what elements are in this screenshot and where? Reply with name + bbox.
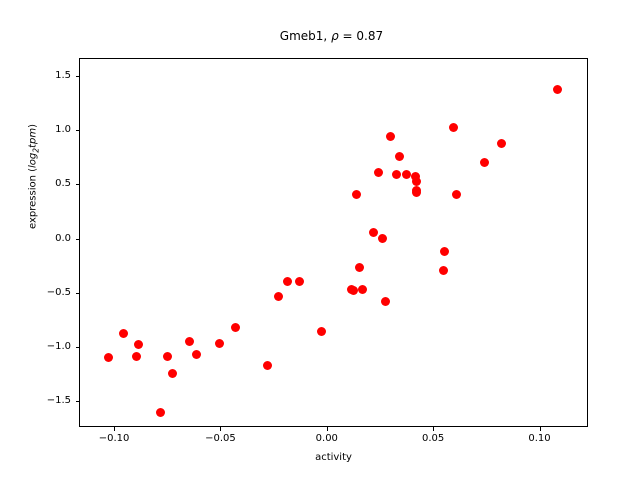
y-tick-mark	[75, 130, 79, 132]
scatter-point	[215, 339, 225, 349]
scatter-point	[283, 276, 293, 286]
y-tick-label: −0.5	[46, 286, 71, 298]
scatter-point	[412, 188, 422, 198]
y-axis-label-prefix: expression (	[27, 167, 39, 229]
y-axis-label: expression (log2tpm)	[28, 77, 41, 277]
scatter-point	[355, 262, 365, 272]
y-tick-mark	[75, 401, 79, 403]
plot-axes-area	[79, 58, 588, 427]
scatter-point	[386, 131, 396, 141]
y-tick-mark	[75, 184, 79, 186]
scatter-point	[156, 407, 166, 417]
chart-title: Gmeb1, ρ = 0.87	[0, 12, 640, 60]
y-tick-mark	[75, 76, 79, 78]
x-tick-mark	[433, 427, 435, 431]
scatter-point	[402, 170, 412, 180]
x-tick-label: 0.10	[528, 433, 551, 444]
scatter-point	[452, 189, 462, 199]
y-tick-label: 1.0	[55, 124, 71, 136]
scatter-point	[392, 169, 402, 179]
y-axis-label-sub: 2	[31, 147, 41, 153]
rho-symbol: ρ	[331, 29, 339, 43]
scatter-point	[412, 176, 422, 186]
x-tick-label: 0.00	[315, 433, 338, 444]
rho-equals: =	[338, 29, 357, 43]
rho-value: 0.87	[356, 29, 384, 43]
x-tick-mark	[326, 427, 328, 431]
scatter-point	[395, 151, 405, 161]
scatter-point	[132, 352, 142, 362]
scatter-point	[378, 233, 388, 243]
scatter-point	[440, 246, 450, 256]
x-tick-label: −0.05	[205, 433, 236, 444]
y-tick-label: −1.5	[46, 395, 71, 407]
scatter-point	[274, 291, 284, 301]
scatter-point	[192, 349, 202, 359]
x-tick-label: −0.10	[98, 433, 130, 444]
y-tick-label: 1.5	[55, 70, 71, 82]
scatter-point	[317, 326, 327, 336]
scatter-points-layer	[80, 59, 587, 426]
y-tick-mark	[75, 347, 79, 349]
y-axis-label-log: log	[27, 152, 39, 168]
scatter-point	[185, 337, 195, 347]
x-tick-mark	[539, 427, 541, 431]
chart-title-gene: Gmeb1	[279, 29, 324, 43]
scatter-point	[347, 285, 357, 295]
x-tick-mark	[114, 427, 116, 431]
scatter-point	[295, 276, 304, 286]
y-tick-mark	[75, 292, 79, 294]
scatter-point	[358, 284, 368, 294]
scatter-point	[497, 138, 507, 148]
scatter-point	[163, 352, 173, 362]
scatter-point	[553, 84, 563, 94]
scatter-point	[381, 296, 391, 306]
scatter-point	[104, 353, 114, 363]
x-tick-mark	[220, 427, 222, 431]
scatter-point	[231, 322, 241, 332]
scatter-point	[439, 266, 449, 276]
y-tick-label: 0.0	[55, 232, 71, 244]
scatter-point	[369, 227, 379, 237]
y-tick-label: 0.5	[55, 178, 71, 190]
x-tick-label: 0.05	[422, 433, 445, 444]
y-tick-mark	[75, 238, 79, 240]
chart-title-comma: ,	[323, 29, 332, 43]
scatter-point	[134, 339, 144, 349]
scatter-point	[168, 369, 178, 379]
scatter-point	[480, 158, 490, 168]
scatter-point	[119, 329, 129, 339]
scatter-point	[263, 360, 273, 370]
scatter-point	[449, 122, 459, 132]
x-axis-label: activity	[315, 452, 352, 463]
scatter-point	[352, 190, 362, 200]
scatter-point	[374, 167, 384, 177]
y-tick-label: −1.0	[46, 341, 71, 353]
